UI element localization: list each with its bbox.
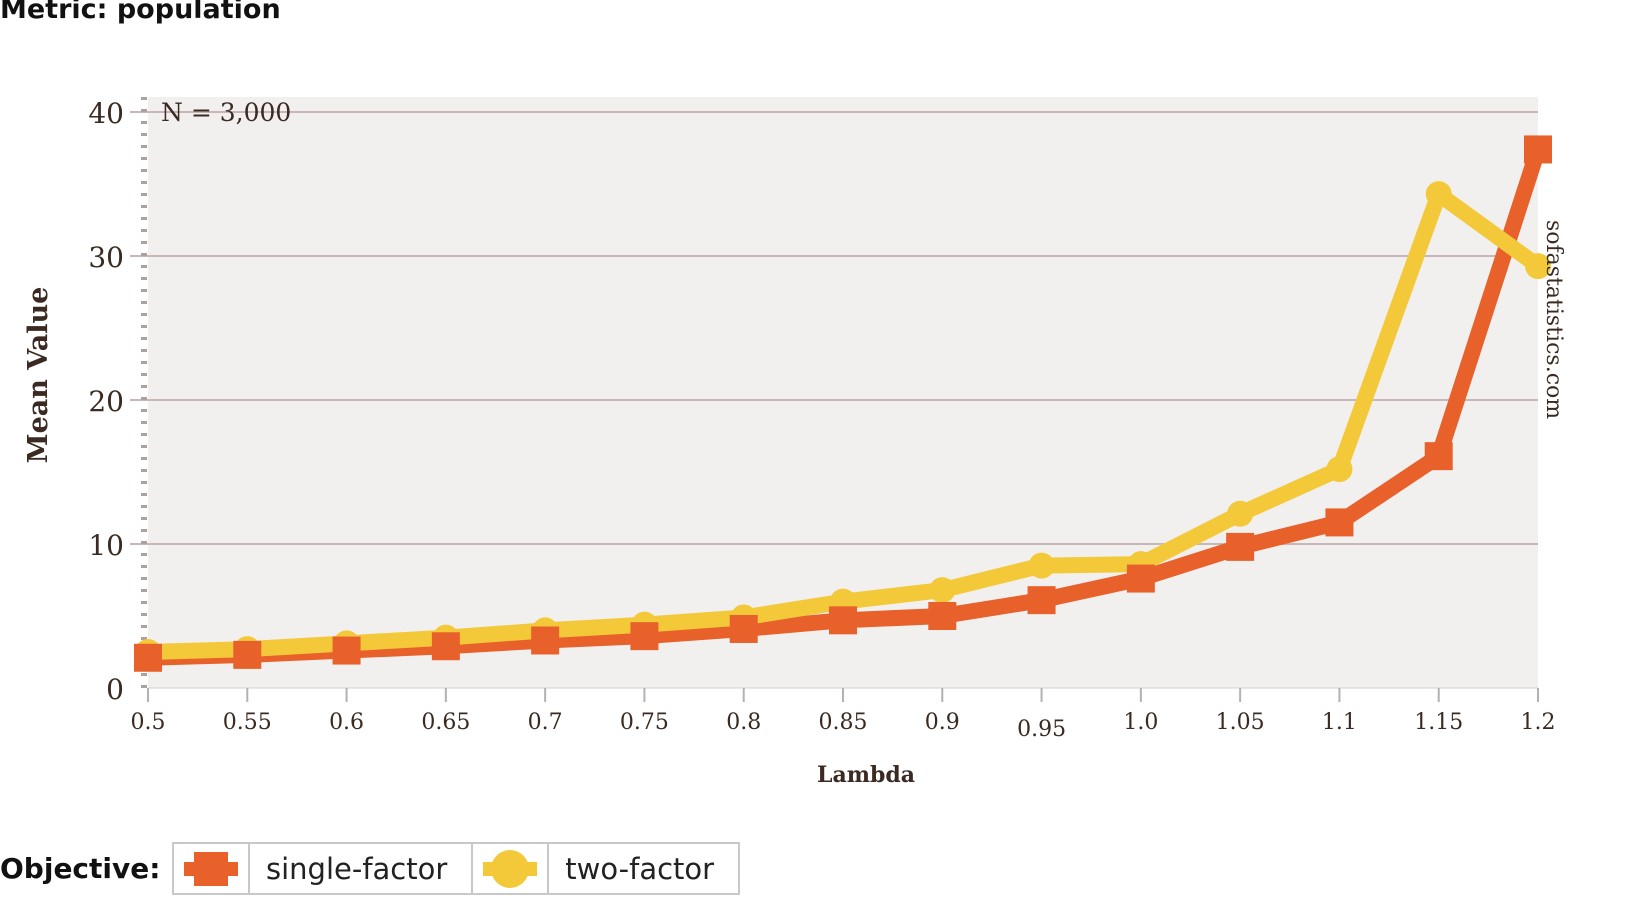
x-tick-label: 0.6	[329, 710, 364, 735]
data-point-single-factor[interactable]	[1027, 586, 1056, 615]
square-marker-icon	[194, 851, 228, 886]
x-tick-label: 1.1	[1322, 710, 1357, 735]
data-point-single-factor[interactable]	[829, 606, 857, 635]
data-point-single-factor[interactable]	[1424, 442, 1453, 471]
x-tick-label: 0.9	[925, 710, 960, 735]
x-tick-label: 0.55	[223, 710, 272, 735]
y-tick-label: 10	[88, 529, 124, 562]
data-point-two-factor[interactable]	[1227, 500, 1254, 527]
data-point-two-factor[interactable]	[929, 577, 956, 604]
x-tick-label: 0.75	[620, 710, 669, 735]
x-tick-label: 1.15	[1414, 710, 1463, 735]
y-tick-label: 0	[106, 673, 124, 706]
sample-size-annotation: N = 3,000	[161, 98, 291, 127]
line-chart: 0 10 20 30 40 0.5 0.55 0.6 0.65 0.7 0.75 0.8 0.85 0.9…	[23, 97, 1566, 788]
watermark: sofastatistics.com	[1541, 220, 1566, 419]
data-point-single-factor[interactable]	[630, 622, 659, 651]
legend-item-single-factor[interactable]: single-factor	[174, 844, 471, 893]
data-point-single-factor[interactable]	[1524, 135, 1552, 164]
x-tick-label: 0.95	[1017, 717, 1066, 742]
data-point-single-factor[interactable]	[531, 626, 560, 655]
data-point-single-factor[interactable]	[729, 614, 758, 643]
data-point-single-factor[interactable]	[1126, 564, 1155, 593]
data-point-single-factor[interactable]	[1325, 508, 1354, 537]
x-tick-label: 0.65	[421, 710, 470, 735]
data-point-single-factor[interactable]	[431, 632, 460, 661]
circle-marker-icon	[491, 849, 530, 888]
x-tick-label: 0.85	[819, 710, 868, 735]
legend-swatch-single-factor	[174, 844, 250, 893]
data-point-two-factor[interactable]	[1028, 552, 1055, 579]
y-axis-title: Mean Value	[23, 287, 54, 464]
data-point-two-factor[interactable]	[1326, 456, 1353, 483]
data-point-single-factor[interactable]	[928, 602, 957, 630]
legend: Objective: single-factor two-factor	[0, 840, 741, 897]
data-point-single-factor[interactable]	[1226, 532, 1255, 561]
x-tick-label: 1.0	[1123, 710, 1158, 735]
x-tick-label: 1.2	[1521, 710, 1556, 735]
y-tick-label: 40	[88, 97, 124, 130]
legend-box: single-factor two-factor	[172, 842, 741, 895]
y-tick-label: 30	[88, 241, 124, 274]
legend-item-two-factor[interactable]: two-factor	[471, 844, 738, 893]
x-tick-label: 0.5	[131, 710, 166, 735]
data-point-single-factor[interactable]	[134, 643, 162, 672]
series-markers	[134, 135, 1552, 672]
x-tick-label: 0.8	[726, 710, 761, 735]
x-tick-label: 0.7	[528, 710, 563, 735]
axes: 0 10 20 30 40 0.5 0.55 0.6 0.65 0.7 0.75 0.8 0.85 0.9…	[88, 97, 1556, 742]
data-point-single-factor[interactable]	[233, 640, 262, 669]
data-point-two-factor[interactable]	[1425, 181, 1452, 208]
legend-label-single-factor: single-factor	[266, 851, 448, 886]
legend-title: Objective:	[0, 852, 161, 885]
legend-label-two-factor: two-factor	[565, 851, 715, 886]
x-tick-label: 1.05	[1216, 710, 1265, 735]
legend-swatch-two-factor	[473, 844, 550, 893]
data-point-single-factor[interactable]	[332, 636, 361, 665]
chart-labels: Mean Value Lambda N = 3,000 sofastatisti…	[23, 98, 1566, 788]
data-point-two-factor[interactable]	[1525, 253, 1551, 280]
y-tick-label: 20	[88, 385, 124, 418]
x-axis-title: Lambda	[817, 762, 915, 788]
page-heading: Metric: population	[0, 0, 281, 25]
grid-lines	[130, 111, 1538, 545]
